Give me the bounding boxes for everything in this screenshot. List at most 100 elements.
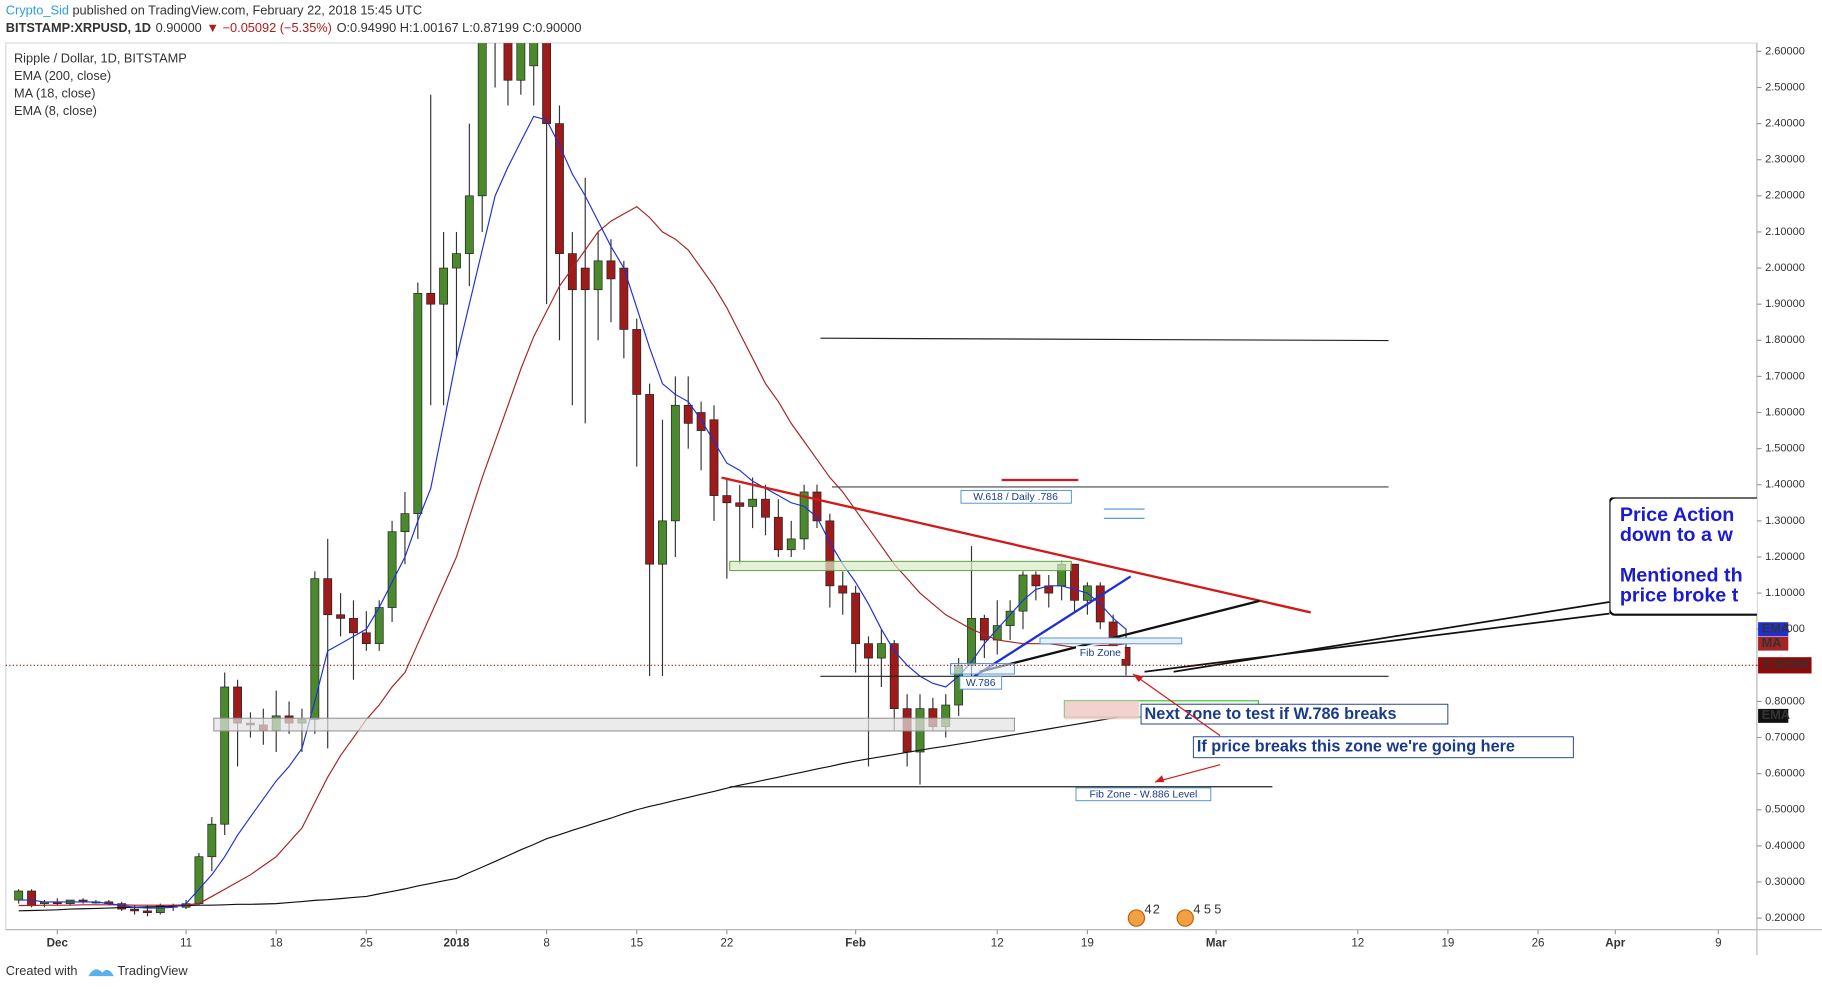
candle-body xyxy=(207,823,217,858)
zone xyxy=(1064,700,1139,720)
candle-body xyxy=(786,538,796,551)
label-box xyxy=(1076,646,1125,659)
indicator-line xyxy=(18,715,1127,912)
axis-badge-label: EMA xyxy=(1762,621,1790,636)
candle-body xyxy=(387,531,397,608)
change: ▼ −0.05092 (−5.35%) xyxy=(206,20,331,35)
candle-body xyxy=(851,592,861,644)
arrow-head xyxy=(1155,775,1165,783)
x-tick-label: 22 xyxy=(720,937,733,950)
label-box xyxy=(959,675,1003,690)
y-tick-label: 2.00000 xyxy=(1765,262,1805,274)
candle-body xyxy=(799,491,809,540)
candle-body xyxy=(516,43,526,81)
candle-body xyxy=(812,491,822,522)
event-count: 4 xyxy=(1193,901,1200,916)
last: 0.90000 xyxy=(156,20,202,35)
x-tick-label: 8 xyxy=(543,937,549,950)
candle-body xyxy=(838,585,848,594)
candle-body xyxy=(413,292,423,514)
last-price-label: 0.90000 xyxy=(1763,657,1809,672)
header-line-2: BITSTAMP:XRPUSD, 1D 0.90000 ▼ −0.05092 (−5… xyxy=(6,20,582,35)
candle-body xyxy=(130,908,139,912)
y-tick-label: 1.70000 xyxy=(1765,370,1805,382)
event-icon[interactable] xyxy=(1127,909,1146,927)
label-box xyxy=(1192,736,1574,759)
y-tick-label: 0.60000 xyxy=(1765,768,1805,780)
candle-body xyxy=(1070,563,1079,601)
callout-line: down to a w xyxy=(1620,524,1734,546)
candle-body xyxy=(542,43,552,124)
level xyxy=(820,337,1389,342)
candle-body xyxy=(426,292,436,305)
candle-body xyxy=(670,404,680,522)
y-tick-label: 0.50000 xyxy=(1765,804,1805,816)
candle-body xyxy=(477,43,487,197)
callout-pointer xyxy=(1144,612,1610,673)
footer-brand[interactable]: TradingView xyxy=(117,963,188,978)
y-tick-label: 2.20000 xyxy=(1765,190,1805,202)
candle-body xyxy=(14,890,24,901)
candle-body xyxy=(825,520,835,587)
candle-body xyxy=(143,910,152,914)
y-tick-label: 1.50000 xyxy=(1765,443,1805,455)
candle-body xyxy=(194,856,204,905)
candle-body xyxy=(1031,574,1041,587)
candle-body xyxy=(683,404,693,424)
author[interactable]: Crypto_Sid xyxy=(6,3,69,18)
candle-body xyxy=(645,394,655,565)
y-tick-label: 1.60000 xyxy=(1765,406,1805,418)
candle-body xyxy=(310,578,320,720)
legend: EMA (200, close) MA (18, close) EMA (8, cl… xyxy=(14,68,111,118)
annotation: W.786 xyxy=(966,678,996,689)
annotation: W.618 / Daily .786 xyxy=(973,492,1058,503)
candle-body xyxy=(876,643,886,659)
candle-body xyxy=(593,260,603,291)
candle-body xyxy=(503,43,513,81)
candle-body xyxy=(735,502,745,507)
y-tick-label: 1.10000 xyxy=(1765,587,1805,599)
event-count: 5 xyxy=(1204,901,1211,916)
legend-entry: EMA (200, close) xyxy=(14,68,111,83)
last-price-badge xyxy=(1758,657,1812,674)
candle-body xyxy=(529,43,539,67)
candle-body xyxy=(979,618,989,641)
candle-body xyxy=(864,643,873,659)
annotation: Fib Zone - W.886 Level xyxy=(1089,790,1197,801)
candle-body xyxy=(323,578,333,616)
candle-body xyxy=(464,195,474,254)
y-tick-label: 1.40000 xyxy=(1765,479,1805,491)
x-tick-label: 12 xyxy=(1351,937,1364,950)
trendline xyxy=(979,599,1260,673)
y-tick-label: 2.50000 xyxy=(1765,81,1805,93)
label-box xyxy=(960,489,1072,504)
zone xyxy=(213,717,1015,732)
callout-pointer xyxy=(1173,601,1610,673)
annotation: Next zone to test if W.786 breaks xyxy=(1145,705,1397,723)
candle-body xyxy=(580,267,590,291)
arrow xyxy=(1132,673,1221,737)
candle-body xyxy=(567,253,577,291)
indicator-line xyxy=(18,115,1127,909)
candle-body xyxy=(220,686,230,825)
axis-badge xyxy=(1758,636,1789,651)
x-tick-label: Apr xyxy=(1605,937,1625,950)
candle-body xyxy=(722,495,732,504)
candle-body xyxy=(336,614,345,619)
x-tick-label: Dec xyxy=(47,937,69,950)
y-tick-label: 0.40000 xyxy=(1765,840,1805,852)
event-count: 4 xyxy=(1145,901,1152,916)
y-tick-label: 2.40000 xyxy=(1765,118,1805,130)
event-icon[interactable] xyxy=(1176,909,1194,927)
candle-body xyxy=(1018,574,1028,612)
x-tick-label: 19 xyxy=(1081,937,1094,950)
x-tick-label: 26 xyxy=(1532,937,1545,950)
trendline xyxy=(721,476,1311,614)
zone xyxy=(1039,637,1183,645)
candle-body xyxy=(606,260,616,280)
x-tick-label: 12 xyxy=(991,937,1004,950)
y-tick-label: 2.10000 xyxy=(1765,226,1805,238)
candle-body xyxy=(709,419,719,496)
annotation: If price breaks this zone we're going he… xyxy=(1197,738,1515,756)
